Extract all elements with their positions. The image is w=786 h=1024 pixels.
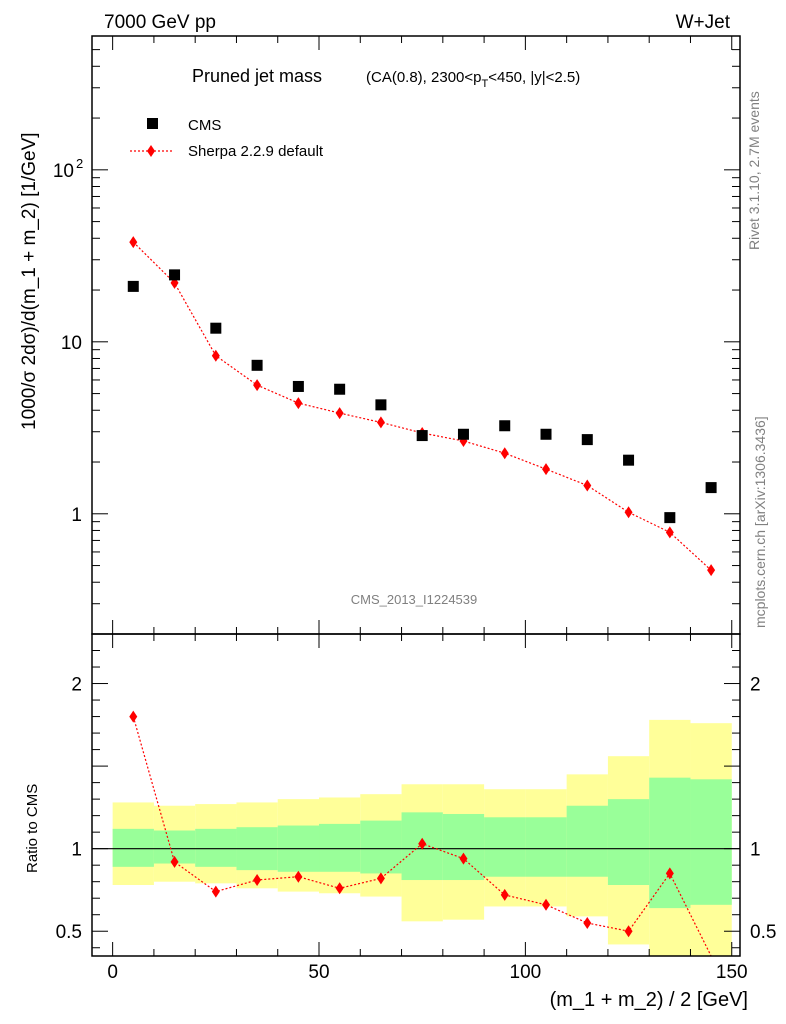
ratio-point xyxy=(211,885,220,898)
ratio-point xyxy=(624,925,633,938)
cms-point xyxy=(375,399,387,411)
ratio-y-axis-label: Ratio to CMS xyxy=(24,784,41,873)
cms-point xyxy=(664,512,676,524)
sherpa-point xyxy=(583,479,592,492)
ratio-point xyxy=(459,852,468,865)
sherpa-point xyxy=(665,526,674,539)
process-label: W+Jet xyxy=(676,12,731,33)
ratio-y-tick-label-right: 2 xyxy=(750,675,761,696)
analysis-watermark: CMS_2013_I1224539 xyxy=(351,592,478,607)
x-axis-label: (m_1 + m_2) / 2 [GeV] xyxy=(550,989,748,1011)
cms-point xyxy=(416,430,428,442)
uncertainty-band-green xyxy=(442,813,485,881)
ratio-y-tick-label: 0.5 xyxy=(56,922,82,943)
top-y-tick-label: 1 xyxy=(71,505,82,526)
uncertainty-band-green xyxy=(649,777,691,909)
legend-sherpa-label: Sherpa 2.2.9 default xyxy=(188,143,324,160)
legend-sherpa-marker xyxy=(147,145,155,157)
cms-point xyxy=(581,434,593,446)
main-y-axis-label: 1000/σ 2dσ)/d(m_1 + m_2) [1/GeV] xyxy=(19,132,40,430)
cms-point xyxy=(334,383,346,395)
top-y-tick-label: 10 xyxy=(61,333,82,354)
uncertainty-band-green xyxy=(112,828,154,867)
uncertainty-band-green xyxy=(566,805,608,877)
uncertainty-band-green xyxy=(525,817,567,877)
cms-point xyxy=(210,322,222,334)
mcplots-label: mcplots.cern.ch [arXiv:1306.3436] xyxy=(752,416,768,628)
ratio-y-tick-label: 1 xyxy=(71,840,82,861)
cms-point xyxy=(540,428,552,440)
cms-point xyxy=(292,380,304,392)
x-tick-label: 100 xyxy=(510,962,542,983)
main-data-layer xyxy=(127,236,717,577)
ratio-point xyxy=(542,898,551,911)
energy-label: 7000 GeV pp xyxy=(104,12,216,33)
ratio-y-tick-label-right: 1 xyxy=(750,840,761,861)
uncertainty-band-green xyxy=(360,820,402,874)
ratio-point xyxy=(335,882,344,895)
title-sub-a: (CA(0.8), 2300<p xyxy=(366,69,481,86)
cms-point xyxy=(251,359,263,371)
ratio-point xyxy=(583,916,592,929)
legend-cms-label: CMS xyxy=(188,117,221,134)
sherpa-point xyxy=(294,397,303,410)
x-tick-label: 0 xyxy=(107,962,118,983)
sherpa-line xyxy=(132,241,712,571)
ratio-data-layer xyxy=(92,710,740,957)
top-y-tick-label: 10 xyxy=(53,161,74,182)
sherpa-point xyxy=(707,564,716,577)
cms-point xyxy=(705,482,717,494)
sherpa-point xyxy=(376,416,385,429)
ratio-point xyxy=(376,872,385,885)
ratio-point xyxy=(500,888,509,901)
uncertainty-band-green xyxy=(484,817,526,877)
ratio-y-tick-label: 2 xyxy=(71,675,82,696)
ratio-frame xyxy=(91,633,741,957)
ratio-y-tick-label-right: 0.5 xyxy=(750,922,776,943)
sherpa-point xyxy=(624,506,633,519)
legend-cms-marker xyxy=(147,118,158,129)
ratio-point xyxy=(665,867,674,880)
chart-title: Pruned jet mass (CA(0.8), 2300<pT<450, |… xyxy=(192,66,580,90)
top-y-tick-label-exponent: 2 xyxy=(76,156,83,171)
ratio-point xyxy=(170,855,179,868)
title-main: Pruned jet mass xyxy=(192,66,322,86)
ratio-point xyxy=(129,710,138,723)
sherpa-point xyxy=(253,379,262,392)
uncertainty-band-green xyxy=(195,828,237,867)
cms-point xyxy=(623,454,635,466)
legend: CMS Sherpa 2.2.9 default xyxy=(130,117,324,160)
cms-point xyxy=(127,280,139,292)
title-sub: (CA(0.8), 2300<pT<450, |y|<2.5) xyxy=(366,69,580,90)
sherpa-point xyxy=(335,407,344,420)
sherpa-point xyxy=(211,349,220,362)
title-sub-b: <450, |y|<2.5) xyxy=(488,69,580,86)
cms-point xyxy=(169,269,181,281)
ratio-point xyxy=(418,837,427,850)
ratio-point xyxy=(294,870,303,883)
uncertainty-band-green xyxy=(690,779,732,905)
ratio-point xyxy=(253,874,262,887)
sherpa-point xyxy=(500,447,509,460)
uncertainty-band-green xyxy=(607,799,650,885)
sherpa-point xyxy=(542,463,551,476)
uncertainty-band-green xyxy=(319,823,361,872)
cms-point xyxy=(499,420,511,432)
x-tick-label: 150 xyxy=(716,962,748,983)
rivet-label: Rivet 3.1.10, 2.7M events xyxy=(746,91,762,250)
cms-point xyxy=(457,428,469,440)
sherpa-point xyxy=(129,236,138,249)
x-tick-label: 50 xyxy=(308,962,329,983)
title-sub-T: T xyxy=(481,78,488,90)
